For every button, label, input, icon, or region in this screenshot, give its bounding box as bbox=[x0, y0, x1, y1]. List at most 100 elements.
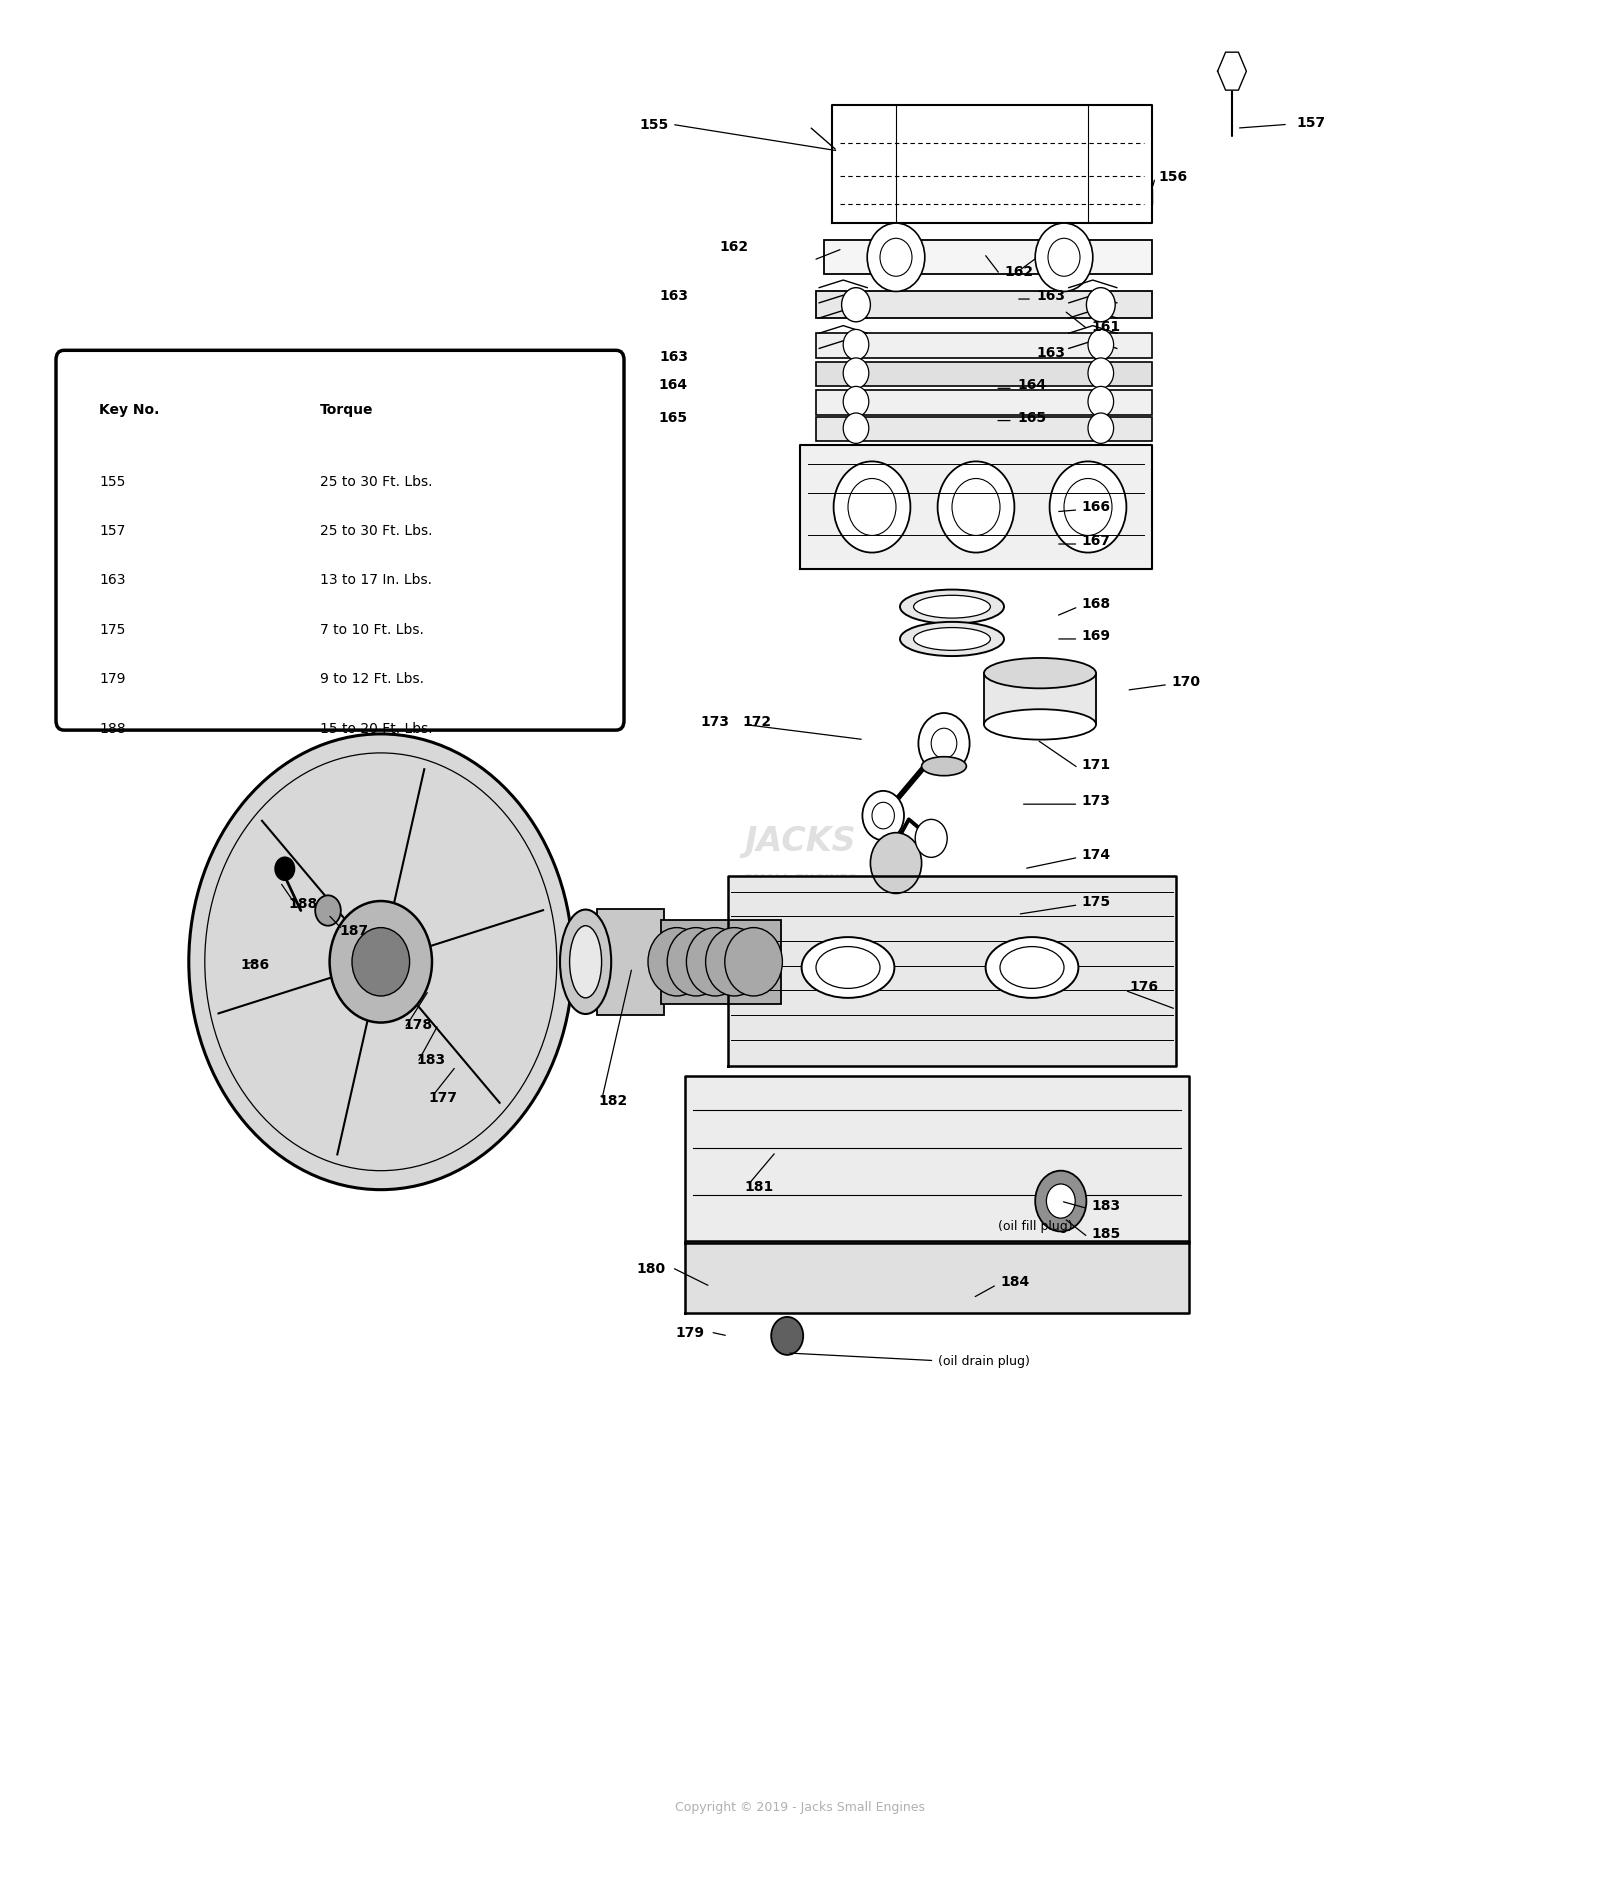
Circle shape bbox=[843, 330, 869, 361]
Text: Key No.: Key No. bbox=[99, 402, 160, 416]
Text: 167: 167 bbox=[1082, 533, 1110, 549]
FancyBboxPatch shape bbox=[56, 351, 624, 731]
Text: 163: 163 bbox=[659, 349, 688, 364]
Circle shape bbox=[275, 858, 294, 881]
Text: 179: 179 bbox=[99, 672, 126, 685]
Text: 163: 163 bbox=[1037, 345, 1066, 361]
Ellipse shape bbox=[560, 911, 611, 1014]
Polygon shape bbox=[984, 674, 1096, 725]
Text: 164: 164 bbox=[1018, 378, 1046, 393]
Bar bbox=[597, 909, 664, 1015]
Text: 187: 187 bbox=[339, 922, 368, 938]
Circle shape bbox=[1088, 359, 1114, 389]
Text: 175: 175 bbox=[1082, 894, 1110, 909]
Text: 183: 183 bbox=[1091, 1198, 1120, 1213]
Text: 184: 184 bbox=[1000, 1274, 1029, 1289]
Circle shape bbox=[1088, 414, 1114, 444]
Bar bbox=[661, 921, 781, 1004]
Text: 163: 163 bbox=[659, 288, 688, 304]
Ellipse shape bbox=[570, 926, 602, 998]
Polygon shape bbox=[728, 877, 1176, 1067]
Circle shape bbox=[1050, 461, 1126, 554]
Text: 161: 161 bbox=[1091, 319, 1120, 334]
Bar bbox=[824, 241, 1152, 275]
Bar bbox=[816, 334, 1152, 359]
Text: 174: 174 bbox=[1082, 847, 1110, 862]
Ellipse shape bbox=[899, 623, 1005, 657]
Circle shape bbox=[843, 359, 869, 389]
Circle shape bbox=[842, 288, 870, 323]
Circle shape bbox=[706, 928, 763, 996]
Bar bbox=[816, 292, 1152, 319]
Circle shape bbox=[915, 820, 947, 858]
Text: 188: 188 bbox=[99, 721, 126, 735]
Circle shape bbox=[862, 791, 904, 841]
Text: 13 to 17 In. Lbs.: 13 to 17 In. Lbs. bbox=[320, 573, 432, 586]
Circle shape bbox=[725, 928, 782, 996]
Ellipse shape bbox=[922, 757, 966, 776]
Circle shape bbox=[1086, 288, 1115, 323]
Text: 25 to 30 Ft. Lbs.: 25 to 30 Ft. Lbs. bbox=[320, 524, 432, 537]
Text: 164: 164 bbox=[659, 378, 688, 393]
Circle shape bbox=[1088, 330, 1114, 361]
Text: 181: 181 bbox=[744, 1179, 773, 1194]
Text: 178: 178 bbox=[403, 1017, 432, 1033]
Circle shape bbox=[648, 928, 706, 996]
Circle shape bbox=[330, 902, 432, 1023]
Ellipse shape bbox=[899, 590, 1005, 624]
Circle shape bbox=[834, 461, 910, 554]
Ellipse shape bbox=[986, 938, 1078, 998]
Circle shape bbox=[843, 387, 869, 418]
Text: 155: 155 bbox=[99, 474, 125, 488]
Text: JACKS: JACKS bbox=[744, 824, 856, 858]
Circle shape bbox=[1088, 387, 1114, 418]
Text: 155: 155 bbox=[640, 118, 669, 133]
Circle shape bbox=[189, 735, 573, 1190]
Text: Torque: Torque bbox=[320, 402, 373, 416]
Ellipse shape bbox=[914, 596, 990, 619]
Circle shape bbox=[315, 896, 341, 926]
Text: 179: 179 bbox=[675, 1325, 704, 1340]
Circle shape bbox=[918, 714, 970, 774]
Text: 171: 171 bbox=[1082, 757, 1110, 772]
Text: 186: 186 bbox=[240, 957, 269, 972]
Circle shape bbox=[867, 224, 925, 292]
Text: 162: 162 bbox=[720, 239, 749, 254]
Text: 170: 170 bbox=[1171, 674, 1200, 689]
Text: 7 to 10 Ft. Lbs.: 7 to 10 Ft. Lbs. bbox=[320, 623, 424, 636]
Text: 157: 157 bbox=[99, 524, 125, 537]
Text: 25 to 30 Ft. Lbs.: 25 to 30 Ft. Lbs. bbox=[320, 474, 432, 488]
Text: 165: 165 bbox=[659, 410, 688, 425]
Polygon shape bbox=[1218, 53, 1246, 91]
Text: (oil fill plug): (oil fill plug) bbox=[998, 1220, 1074, 1232]
Circle shape bbox=[938, 461, 1014, 554]
Text: 182: 182 bbox=[598, 1093, 627, 1108]
Text: 183: 183 bbox=[416, 1051, 445, 1067]
Circle shape bbox=[1035, 224, 1093, 292]
Circle shape bbox=[352, 928, 410, 996]
Text: 173: 173 bbox=[701, 714, 730, 729]
Text: 166: 166 bbox=[1082, 499, 1110, 514]
Text: Copyright © 2019 - Jacks Small Engines: Copyright © 2019 - Jacks Small Engines bbox=[675, 1801, 925, 1813]
Text: 168: 168 bbox=[1082, 596, 1110, 611]
Text: 162: 162 bbox=[1005, 264, 1034, 279]
Text: 157: 157 bbox=[1296, 116, 1325, 131]
Polygon shape bbox=[832, 106, 1152, 224]
Polygon shape bbox=[685, 1241, 1189, 1313]
Circle shape bbox=[1035, 1171, 1086, 1232]
Bar bbox=[816, 363, 1152, 387]
Text: 9 to 12 Ft. Lbs.: 9 to 12 Ft. Lbs. bbox=[320, 672, 424, 685]
Ellipse shape bbox=[984, 659, 1096, 689]
Circle shape bbox=[1046, 1184, 1075, 1219]
Text: 173: 173 bbox=[1082, 793, 1110, 809]
Text: 185: 185 bbox=[1091, 1226, 1120, 1241]
Circle shape bbox=[667, 928, 725, 996]
Text: 177: 177 bbox=[429, 1089, 458, 1105]
Bar bbox=[816, 391, 1152, 416]
Bar bbox=[816, 418, 1152, 442]
Text: 176: 176 bbox=[1130, 979, 1158, 995]
Text: 15 to 20 Ft. Lbs.: 15 to 20 Ft. Lbs. bbox=[320, 721, 432, 735]
Circle shape bbox=[870, 833, 922, 894]
Text: 175: 175 bbox=[99, 623, 125, 636]
Circle shape bbox=[843, 414, 869, 444]
